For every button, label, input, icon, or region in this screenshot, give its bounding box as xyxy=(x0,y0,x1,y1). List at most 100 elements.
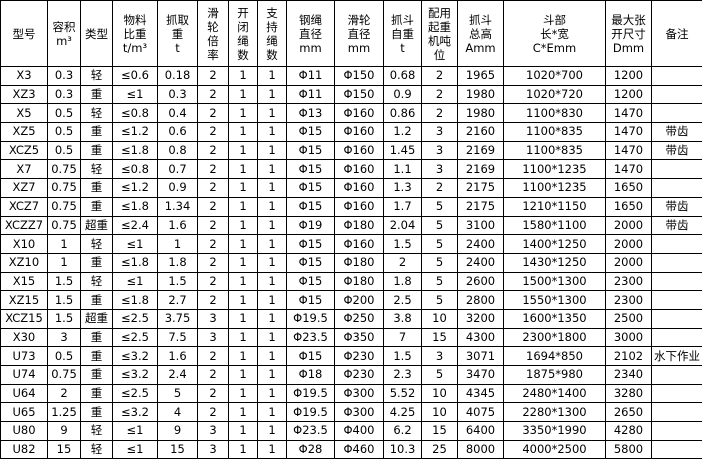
table-cell: Φ180 xyxy=(334,252,384,273)
table-cell: 1 xyxy=(257,402,287,423)
table-cell xyxy=(651,439,702,460)
table-cell xyxy=(651,402,702,423)
table-cell: 5800 xyxy=(605,439,652,460)
header-text: 率 xyxy=(207,47,219,62)
table-cell: 2 xyxy=(197,234,229,254)
header-text: 总高 xyxy=(469,26,492,41)
table-cell: Φ15 xyxy=(286,140,335,161)
table-cell: Φ160 xyxy=(334,122,384,142)
table-cell: 重 xyxy=(80,84,113,105)
table-cell: 2 xyxy=(47,383,81,404)
table-cell: 1 xyxy=(228,252,258,273)
table-cell: ≤0.8 xyxy=(112,159,158,180)
table-cell: 1.3 xyxy=(383,178,422,198)
table-cell: 5 xyxy=(421,234,458,254)
table-cell: XZ5 xyxy=(0,122,48,142)
table-cell: 1 xyxy=(257,252,287,273)
table-row: XZ5 0.5 重 ≤1.2 0.6 2 1 1 Φ15 Φ160 1.2 3 2160 1100*835… xyxy=(0,122,702,142)
header-text: 数 xyxy=(237,47,249,62)
table-cell xyxy=(651,365,702,385)
table-cell: Φ300 xyxy=(334,402,384,423)
table-cell: ≤1.8 xyxy=(112,290,158,310)
table-cell: 1 xyxy=(157,234,198,254)
table-cell: 1.34 xyxy=(157,196,198,217)
table-cell: 1.5 xyxy=(383,234,422,254)
table-cell: 1470 xyxy=(605,140,652,161)
table-row: X3 0.3 轻 ≤0.6 0.18 2 1 1 Φ11 Φ150 0.68 2 1965 1020*70… xyxy=(0,66,702,86)
table-cell: 1 xyxy=(257,84,287,105)
table-cell: Φ350 xyxy=(334,327,384,348)
header-cell: 容积 m³ xyxy=(47,0,81,67)
table-cell: 1210*1150 xyxy=(503,196,606,217)
table-cell: Φ160 xyxy=(334,234,384,254)
table-cell: Φ150 xyxy=(334,84,384,105)
table-cell: 0.6 xyxy=(157,122,198,142)
table-cell: 轻 xyxy=(80,421,113,441)
table-cell: Φ400 xyxy=(334,421,384,441)
table-cell: 2 xyxy=(197,140,229,161)
table-cell: U65 xyxy=(0,402,48,423)
table-cell: 1.45 xyxy=(383,140,422,161)
table-cell: 1 xyxy=(257,365,287,385)
table-cell xyxy=(651,103,702,124)
table-row: U73 0.5 重 ≤3.2 1.6 2 1 1 Φ15 Φ230 1.5 3 3071 1694*850… xyxy=(0,346,702,366)
table-cell: XZ15 xyxy=(0,290,48,310)
table-cell: 1980 xyxy=(457,84,504,105)
table-cell: 2 xyxy=(197,196,229,217)
table-cell: ≤0.8 xyxy=(112,103,158,124)
table-cell: 2 xyxy=(197,271,229,292)
header-text: C*Emm xyxy=(532,40,577,55)
table-cell: ≤1.8 xyxy=(112,140,158,161)
table-cell: 2 xyxy=(197,66,229,86)
table-cell: 1500*1300 xyxy=(503,271,606,292)
table-cell: 2169 xyxy=(457,140,504,161)
table-cell: 1 xyxy=(228,84,258,105)
table-cell: 1470 xyxy=(605,103,652,124)
table-cell: 1.8 xyxy=(383,271,422,292)
table-cell: XCZZ7 xyxy=(0,215,48,236)
table-cell: X10 xyxy=(0,234,48,254)
table-row: XZ15 1.5 重 ≤1.8 2.7 2 1 1 Φ15 Φ200 2.5 5 2800 1550*13… xyxy=(0,290,702,310)
table-cell: 1.2 xyxy=(383,122,422,142)
table-cell: 5 xyxy=(421,215,458,236)
table-cell: Φ28 xyxy=(286,439,335,460)
header-text: 抓斗 xyxy=(391,12,414,27)
table-cell: 1 xyxy=(257,66,287,86)
table-cell: 重 xyxy=(80,383,113,404)
table-cell: 4.25 xyxy=(383,402,422,423)
header-cell: 支持绳数 xyxy=(257,0,287,67)
table-cell xyxy=(651,308,702,329)
table-cell: Φ15 xyxy=(286,271,335,292)
table-cell: 2175 xyxy=(457,178,504,198)
header-text: Dmm xyxy=(612,40,645,55)
table-cell: 10 xyxy=(421,383,458,404)
header-cell: 抓斗 总高 Amm xyxy=(457,0,504,67)
table-cell: 1 xyxy=(257,290,287,310)
table-cell: 轻 xyxy=(80,439,113,460)
table-cell: 1 xyxy=(257,234,287,254)
table-cell: 3 xyxy=(197,308,229,329)
table-cell: X7 xyxy=(0,159,48,180)
table-cell: 5 xyxy=(421,290,458,310)
table-cell: 1 xyxy=(257,122,287,142)
table-cell: 重 xyxy=(80,346,113,366)
table-cell: 1 xyxy=(228,122,258,142)
table-header: 型号 容积 m³ 类型 物料 比重 t/m³ 抓取重 t 滑轮倍率开闭绳数支持绳数钢绳 直径 mm 滑轮… xyxy=(0,0,702,67)
header-text: 支 xyxy=(266,5,278,20)
table-cell: 2000 xyxy=(605,252,652,273)
table-cell: 5 xyxy=(421,271,458,292)
header-text: 轮 xyxy=(207,19,219,34)
table-cell: 3 xyxy=(197,439,229,460)
table-cell: 1 xyxy=(257,327,287,348)
table-cell: Φ15 xyxy=(286,234,335,254)
table-cell: 2 xyxy=(197,346,229,366)
header-text: 位 xyxy=(433,47,446,62)
table-cell: Φ13 xyxy=(286,103,335,124)
table-cell xyxy=(651,159,702,180)
table-cell: ≤1 xyxy=(112,234,158,254)
table-cell: 2300 xyxy=(605,290,652,310)
table-cell: 0.9 xyxy=(157,178,198,198)
table-row: X7 0.75 轻 ≤0.8 0.7 2 1 1 Φ15 Φ160 1.1 3 2169 1100*123… xyxy=(0,159,702,180)
table-cell: 5 xyxy=(421,365,458,385)
table-cell xyxy=(651,271,702,292)
